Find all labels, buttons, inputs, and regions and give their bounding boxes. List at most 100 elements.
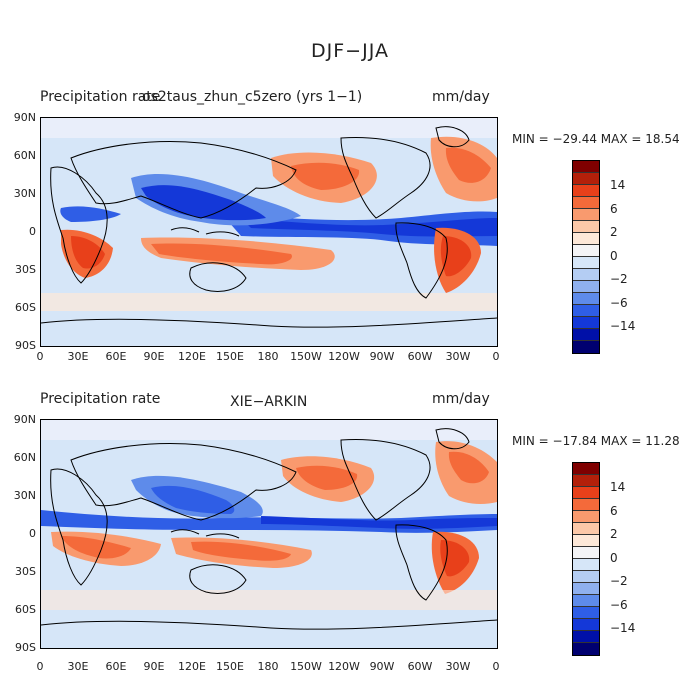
panel-2-lon-label: 150W (290, 660, 322, 673)
panel-1-lon-label: 0 (492, 350, 500, 363)
panel-1-colorbar-label: −14 (610, 319, 636, 333)
panel-2-lat-label: 30N (13, 489, 36, 502)
colorbar-swatch (573, 583, 599, 595)
panel-1-map (40, 117, 498, 347)
panel-2-lon-label: 120E (178, 660, 206, 673)
panel-2-lon-label: 30W (445, 660, 471, 673)
panel-2-colorbar-label: −6 (610, 598, 628, 612)
panel-2-lat-label: 60S (15, 603, 36, 616)
panel-1-lon-label: 60E (105, 350, 127, 363)
panel-1-lon-label: 60W (407, 350, 433, 363)
colorbar-swatch (573, 209, 599, 221)
colorbar-swatch (573, 607, 599, 619)
colorbar-swatch (573, 643, 599, 655)
colorbar-swatch (573, 341, 599, 353)
colorbar-swatch (573, 523, 599, 535)
figure-title: DJF−JJA (311, 40, 389, 62)
panel-1-lon-label: 150W (290, 350, 322, 363)
panel-2-lon-label: 90E (143, 660, 165, 673)
colorbar-swatch (573, 535, 599, 547)
panel-1-min-max: MIN = −29.44 MAX = 18.54 (512, 132, 680, 146)
panel-1-lat-label: 30N (13, 187, 36, 200)
panel-2-map-graphic (41, 420, 497, 648)
panel-1-lon-label: 150E (216, 350, 244, 363)
panel-2-lon-label: 0 (492, 660, 500, 673)
panel-1-lon-label: 90W (369, 350, 395, 363)
colorbar-swatch (573, 197, 599, 209)
panel-1-lon-label: 120E (178, 350, 206, 363)
panel-1-lon-label: 180 (257, 350, 279, 363)
panel-1-colorbar-label: −2 (610, 272, 628, 286)
colorbar-swatch (573, 487, 599, 499)
panel-2-variable-label: Precipitation rate (40, 391, 161, 407)
colorbar-swatch (573, 559, 599, 571)
colorbar-swatch (573, 221, 599, 233)
colorbar-swatch (573, 499, 599, 511)
panel-2-lat-label: 30S (15, 565, 36, 578)
panel-1-lon-label: 90E (143, 350, 165, 363)
colorbar-swatch (573, 631, 599, 643)
panel-1-colorbar (572, 160, 600, 354)
panel-1-lon-label: 30E (67, 350, 89, 363)
panel-2-lon-label: 30E (67, 660, 89, 673)
panel-1-lon-label: 30W (445, 350, 471, 363)
panel-1-lat-label: 60S (15, 301, 36, 314)
panel-1-colorbar-label: 14 (610, 178, 626, 192)
colorbar-swatch (573, 185, 599, 197)
colorbar-swatch (573, 257, 599, 269)
colorbar-swatch (573, 571, 599, 583)
panel-2-lon-label: 60E (105, 660, 127, 673)
colorbar-swatch (573, 547, 599, 559)
colorbar-swatch (573, 161, 599, 173)
panel-1-lat-label: 0 (29, 225, 36, 238)
colorbar-swatch (573, 245, 599, 257)
panel-2-colorbar-label: 2 (610, 527, 618, 541)
colorbar-swatch (573, 511, 599, 523)
panel-2-lon-label: 90W (369, 660, 395, 673)
colorbar-swatch (573, 475, 599, 487)
panel-2-min-max: MIN = −17.84 MAX = 11.28 (512, 434, 680, 448)
panel-1-lat-label: 90S (15, 339, 36, 352)
panel-2-colorbar-label: 14 (610, 480, 626, 494)
colorbar-swatch (573, 173, 599, 185)
panel-1-variable-label: Precipitation rate (40, 89, 161, 105)
panel-1-lat-label: 90N (13, 111, 36, 124)
panel-2-lon-label: 150E (216, 660, 244, 673)
colorbar-swatch (573, 305, 599, 317)
panel-1-lat-label: 60N (13, 149, 36, 162)
panel-2-case-label: XIE−ARKIN (230, 394, 308, 410)
panel-1-colorbar-label: 2 (610, 225, 618, 239)
panel-2-units: mm/day (432, 391, 490, 407)
colorbar-swatch (573, 317, 599, 329)
panel-2-colorbar-label: −14 (610, 621, 636, 635)
panel-2-map (40, 419, 498, 649)
panel-2-colorbar-label: 0 (610, 551, 618, 565)
panel-1-units: mm/day (432, 89, 490, 105)
panel-2-lon-label: 120W (328, 660, 360, 673)
panel-1-colorbar-label: 6 (610, 202, 618, 216)
colorbar-swatch (573, 329, 599, 341)
panel-2-lat-label: 90S (15, 641, 36, 654)
panel-1-colorbar-label: −6 (610, 296, 628, 310)
panel-1-lon-label: 120W (328, 350, 360, 363)
panel-2-colorbar-label: 6 (610, 504, 618, 518)
colorbar-swatch (573, 281, 599, 293)
panel-1-lon-label: 0 (36, 350, 44, 363)
colorbar-swatch (573, 595, 599, 607)
panel-2-lat-label: 90N (13, 413, 36, 426)
panel-2-lon-label: 0 (36, 660, 44, 673)
panel-1-map-graphic (41, 118, 497, 346)
panel-1-lat-label: 30S (15, 263, 36, 276)
colorbar-swatch (573, 463, 599, 475)
panel-2-lon-label: 60W (407, 660, 433, 673)
panel-2-colorbar-label: −2 (610, 574, 628, 588)
panel-2-lat-label: 60N (13, 451, 36, 464)
panel-1-colorbar-label: 0 (610, 249, 618, 263)
colorbar-swatch (573, 293, 599, 305)
panel-2-colorbar (572, 462, 600, 656)
colorbar-swatch (573, 269, 599, 281)
colorbar-swatch (573, 233, 599, 245)
panel-2-lon-label: 180 (257, 660, 279, 673)
panel-2-lat-label: 0 (29, 527, 36, 540)
panel-1-case-label: os2taus_zhun_c5zero (yrs 1−1) (142, 89, 363, 105)
